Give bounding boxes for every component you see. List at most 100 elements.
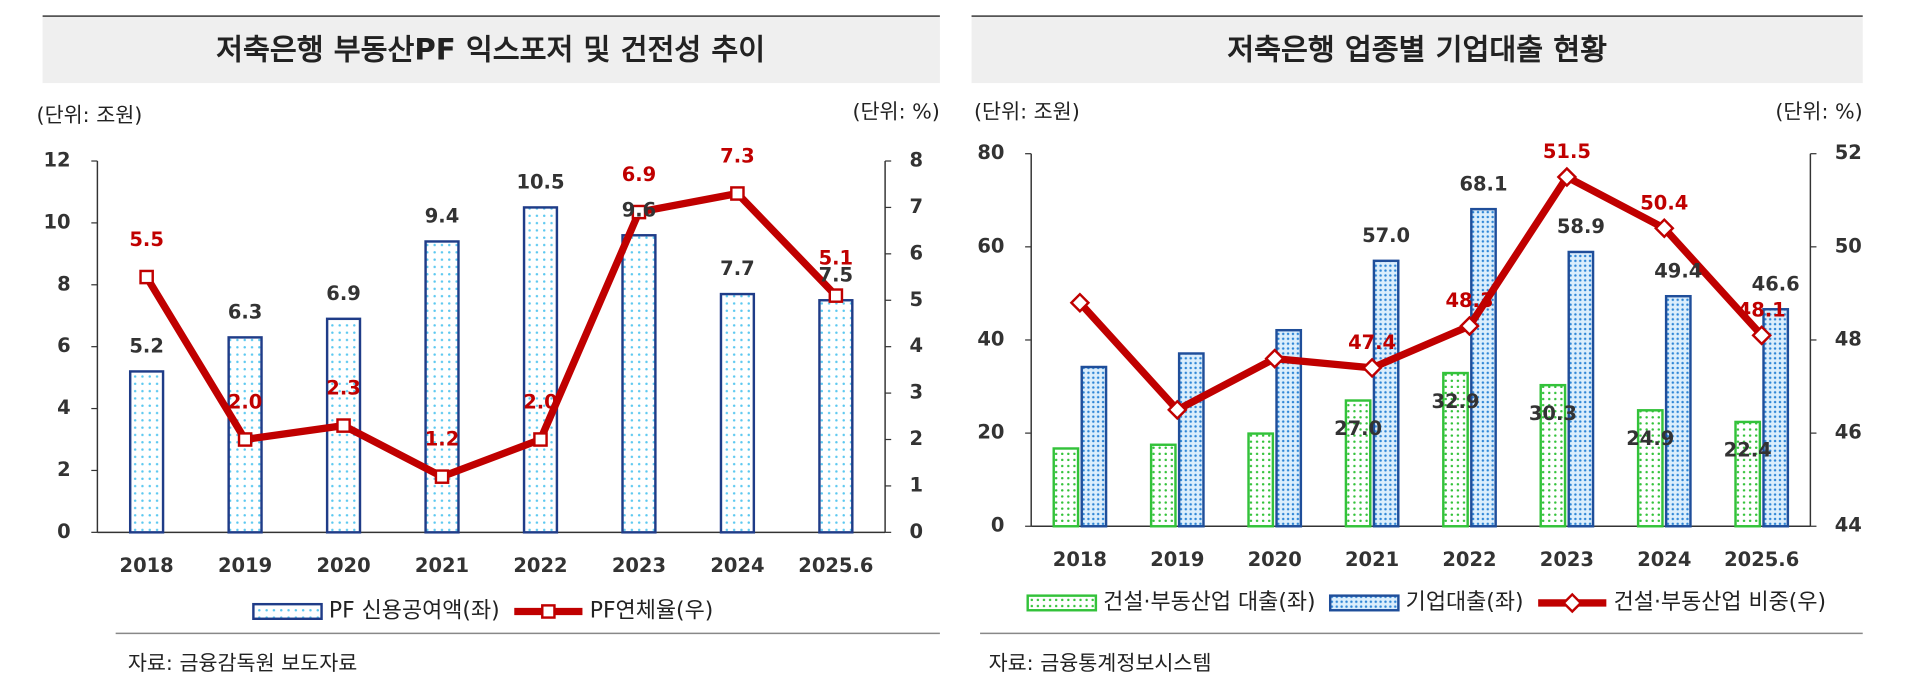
bar [1567,250,1595,528]
data-label: 6.3 [228,301,263,324]
data-label: 57.0 [1362,224,1410,247]
line-marker [533,432,548,447]
y2-tick-label: 3 [909,381,923,404]
y-unit: (단위: 조원) [37,103,143,127]
data-label: 2.3 [326,377,360,400]
legend-label: 건설·부동산업 대출(좌) [1103,590,1315,615]
bar [1372,259,1400,528]
y2-unit: (단위: %) [852,99,939,123]
legend-swatch [1026,594,1098,612]
y-tick-label: 10 [44,210,71,233]
legend-label: 건설·부동산업 비중(우) [1614,590,1826,615]
x-tick-label: 2023 [612,554,666,577]
legend-marker [541,604,556,619]
bar [1734,420,1762,528]
y2-unit: (단위: %) [1775,99,1862,123]
x-tick-label: 2025.6 [798,554,873,577]
chart-title: 저축은행 부동산PF 익스포저 및 건전성 추이 [216,32,765,66]
data-label: 51.5 [1543,140,1591,163]
legend-label: 기업대출(좌) [1406,590,1524,615]
data-label: 24.9 [1626,427,1674,450]
data-label: 27.0 [1334,417,1382,440]
data-label: 1.2 [425,428,459,451]
line [143,189,839,481]
x-tick-label: 2025.6 [1724,548,1799,571]
bar [1344,399,1372,528]
data-label: 46.6 [1752,272,1800,295]
x-tick-label: 2023 [1540,548,1594,571]
bar [1664,294,1692,528]
line-marker [1556,166,1578,188]
data-label: 2.0 [228,390,263,413]
x-tick-label: 2024 [1637,548,1691,571]
x-tick-label: 2018 [120,554,174,577]
y-tick-label: 4 [57,396,71,419]
bar [1149,443,1177,528]
bar [1636,409,1664,528]
line-marker [1167,399,1188,421]
bar [1052,447,1080,528]
data-label: 10.5 [516,171,564,194]
legend-marker [1562,592,1583,614]
y-tick-label: 2 [57,458,71,481]
data-label: 9.4 [425,205,459,228]
x-tick-label: 2022 [1442,548,1496,571]
y2-tick-label: 48 [1835,327,1862,350]
y-tick-label: 12 [44,149,71,172]
data-label: 48.1 [1738,298,1786,321]
x-tick-label: 2021 [415,554,469,577]
line [1077,173,1765,414]
bar [1080,365,1108,528]
line-marker [1264,348,1285,369]
data-label: 5.1 [819,247,854,270]
bar [1442,371,1469,528]
bar [1539,383,1567,528]
x-tick-label: 2024 [710,554,764,577]
y2-tick-label: 1 [909,473,923,496]
bar [522,206,559,534]
legend-swatch [1328,594,1400,612]
title-band [971,16,1863,84]
bar [1762,308,1790,528]
line-marker [237,432,253,447]
legend-label: PF연체율(우) [590,598,714,623]
bar [1247,432,1275,528]
y2-tick-label: 5 [909,288,923,311]
y2-tick-label: 52 [1835,141,1862,164]
data-label: 6.9 [622,163,657,186]
data-label: 47.4 [1348,331,1396,354]
y-tick-label: 80 [977,141,1004,164]
data-label: 5.5 [129,228,164,251]
bar [1177,352,1205,528]
x-tick-label: 2019 [218,554,272,577]
bar [621,234,657,534]
x-tick-label: 2019 [1150,548,1204,571]
x-tick-label: 2020 [1248,548,1302,571]
y2-tick-label: 6 [909,241,923,264]
bar [719,292,756,534]
data-label: 68.1 [1459,172,1507,195]
data-label: 7.5 [819,263,854,286]
legend-swatch [252,602,323,620]
line-marker [434,469,450,484]
y2-tick-label: 44 [1835,514,1862,537]
data-label: 5.2 [129,335,164,358]
data-label: 7.3 [720,144,755,167]
data-label: 2.0 [523,390,558,413]
line-marker [730,186,745,201]
source: 자료: 금융감독원 보도자료 [128,651,357,675]
line-marker [828,288,844,303]
y-tick-label: 0 [57,520,71,543]
x-tick-label: 2018 [1053,548,1107,571]
y2-tick-label: 7 [909,195,923,218]
x-tick-label: 2021 [1345,548,1399,571]
y-tick-label: 40 [977,327,1004,350]
data-label: 9.6 [622,198,657,221]
y2-tick-label: 46 [1835,421,1862,444]
line-marker [1069,292,1091,313]
y-unit: (단위: 조원) [974,99,1080,123]
line-marker [1459,315,1480,337]
y2-tick-label: 50 [1835,234,1862,257]
